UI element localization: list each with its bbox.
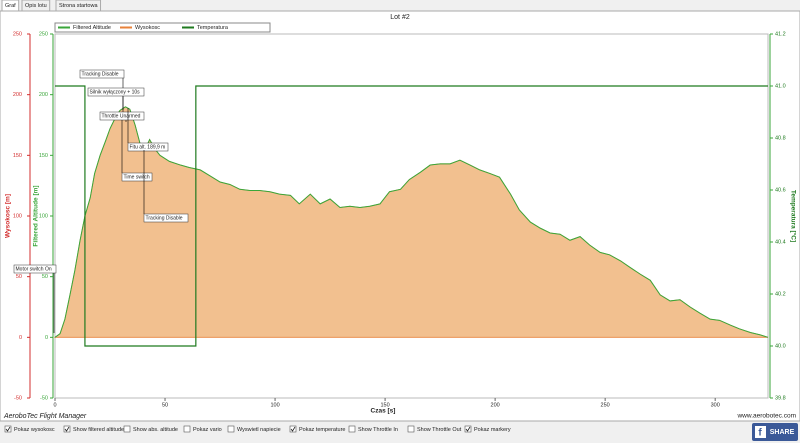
share-label[interactable]: SHARE: [770, 429, 795, 436]
y2-tick-label: 40.4: [775, 239, 786, 245]
checkbox[interactable]: [63, 425, 71, 433]
annotation: Fitu alt. 189,9 m: [130, 144, 166, 150]
line: [54, 106, 769, 338]
y2-tick-label: 41.0: [775, 83, 786, 89]
annotation: Motor switch On: [16, 266, 52, 272]
legend-label: Temperatura: [197, 25, 229, 31]
y-tick-label: 250: [13, 31, 22, 37]
annotation-box: [79, 69, 125, 79]
app-name: AeroboTec Flight Manager: [3, 413, 87, 420]
checkbox-label[interactable]: Show abs. altitude: [133, 427, 178, 433]
y-tick-label: 0: [19, 335, 22, 341]
facebook-icon: [755, 426, 766, 438]
annotation-box: [127, 142, 169, 152]
website: www.aerobotec.com: [736, 413, 796, 420]
x-tick-label: 150: [380, 402, 389, 408]
checkmark: [64, 426, 70, 432]
checkbox-label[interactable]: Show Throttle Out: [417, 427, 462, 433]
checkbox-label[interactable]: Pokaz markery: [474, 427, 511, 433]
checkbox-label[interactable]: Pokaz temperature: [299, 427, 345, 433]
x-tick-label: 100: [270, 402, 279, 408]
legend-label: Wysokosc: [135, 25, 160, 31]
y-tick-label-filtered: -50: [40, 395, 48, 401]
y2-tick-label: 40.0: [775, 343, 786, 349]
line: [55, 85, 768, 347]
annotation: Tracking Disable: [146, 215, 183, 221]
y-tick-label-filtered: 50: [42, 274, 48, 280]
checkbox-label[interactable]: Pokaz vario: [193, 427, 222, 433]
annotation-box: [121, 172, 153, 182]
x-tick-label: 200: [491, 402, 500, 408]
y2-axis-title: Temperatura [°C]: [789, 190, 797, 242]
checkbox[interactable]: [4, 425, 12, 433]
checkbox[interactable]: [123, 425, 131, 433]
tab-frame[interactable]: [55, 0, 102, 12]
annotation: Time switch: [124, 174, 150, 180]
x-axis-title: Czas [s]: [371, 408, 396, 415]
y-tick-label-filtered: 0: [45, 335, 48, 341]
y-tick-label: 100: [13, 213, 22, 219]
checkbox[interactable]: [348, 425, 356, 433]
legend-label: Filtered Altitude: [73, 25, 111, 31]
annotation: Throttle Unarmed: [102, 113, 141, 119]
legend-box: [54, 22, 271, 33]
y-tick-label: 200: [13, 92, 22, 98]
checkbox[interactable]: [227, 425, 235, 433]
tab-frame[interactable]: [1, 0, 20, 12]
y-tick-label: -50: [14, 395, 22, 401]
annotation-box: [143, 213, 189, 223]
checkbox-label[interactable]: Wyswietl napiecie: [237, 427, 281, 433]
checkbox[interactable]: [407, 425, 415, 433]
checkbox-label[interactable]: Show filtered altitude: [73, 427, 124, 433]
y-tick-label-filtered: 150: [39, 153, 48, 159]
y-tick-label-filtered: 250: [39, 31, 48, 37]
x-tick-label: 0: [53, 402, 56, 408]
facebook-f: f: [758, 428, 762, 439]
y-axis-title-filtered: Filtered Altitude [m]: [33, 185, 40, 246]
checkmark: [5, 426, 11, 432]
checkbox-label[interactable]: Show Throttle In: [358, 427, 398, 433]
y-tick-label-filtered: 100: [39, 213, 48, 219]
x-tick-label: 250: [601, 402, 610, 408]
annotation-box: [87, 87, 145, 97]
checkmark: [465, 426, 471, 432]
checkbox[interactable]: [464, 425, 472, 433]
x-tick-label: 300: [711, 402, 720, 408]
x-tick-label: 50: [162, 402, 168, 408]
y2-tick-label: 39.8: [775, 395, 786, 401]
y2-tick-label: 40.2: [775, 291, 786, 297]
y2-tick-label: 40.6: [775, 187, 786, 193]
annotation: Silnik wyłączony + 10s: [90, 89, 141, 95]
checkmark: [290, 426, 296, 432]
chart-title: Lot #2: [390, 14, 410, 21]
tab[interactable]: Strona startowa: [59, 3, 98, 9]
checkbox[interactable]: [289, 425, 297, 433]
annotation-box: [13, 264, 57, 274]
tab-frame[interactable]: [21, 0, 51, 12]
y2-tick-label: 40.8: [775, 135, 786, 141]
y-tick-label: 150: [13, 153, 22, 159]
tab[interactable]: Graf: [5, 3, 16, 9]
y-tick-label: 50: [16, 274, 22, 280]
checkbox[interactable]: [183, 425, 191, 433]
tab[interactable]: Opis lotu: [25, 3, 47, 9]
y2-tick-label: 41.2: [775, 31, 786, 37]
checkbox-label[interactable]: Pokaz wysokosc: [14, 427, 55, 433]
y-axis-title: Wysokosc [m]: [5, 194, 12, 238]
y-tick-label-filtered: 200: [39, 92, 48, 98]
annotation: Tracking Disable: [82, 71, 119, 77]
